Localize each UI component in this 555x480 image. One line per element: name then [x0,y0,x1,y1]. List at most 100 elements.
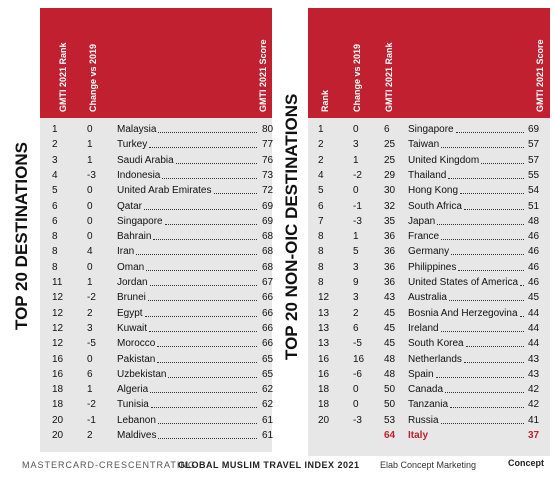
rank: 1 [318,124,324,135]
country: Germany [408,245,526,259]
score: 46 [528,231,540,243]
rank: 12 [52,338,64,350]
column-header: GMTI 2021 Score [535,39,545,112]
change: 1 [87,139,93,151]
rank: 16 [318,353,330,365]
column-header: Change vs 2019 [88,43,98,112]
country-name: Taiwan [408,139,440,151]
score: 43 [528,353,540,365]
rank: 8 [318,277,324,288]
change: 0 [87,185,93,197]
country: Saudi Arabia [117,154,259,168]
country-name: Maldives [117,430,157,441]
leader [136,245,257,256]
country: Egypt [117,307,259,321]
change: 5 [353,246,359,258]
country: South Korea [408,337,526,351]
country-name: Qatar [117,200,143,212]
rank: 12 [52,292,64,304]
score: 73 [262,169,274,181]
change: 9 [353,277,359,288]
country-name: United Arab Emirates [117,185,212,197]
country: Ireland [408,322,526,336]
country-name: Italy [408,430,429,441]
rank: 12 [318,292,330,304]
country-name: United States of America [408,277,519,288]
score: 41 [528,414,540,426]
country: Morocco [117,337,259,351]
rank: 4 [52,169,58,181]
leader [144,200,257,210]
change: -2 [353,169,362,181]
change: 1 [87,384,93,396]
score: 54 [528,185,540,197]
change: 1 [87,154,93,166]
leader [157,337,257,348]
score: 42 [528,399,540,411]
country: Japan [408,215,526,229]
country: United States of America [408,276,526,290]
gmti-rank: 30 [384,185,396,197]
country: Taiwan [408,138,526,152]
side-label: TOP 20 NON-OIC DESTINATIONS [282,93,301,360]
rank: 18 [52,384,64,396]
country: Turkey [117,138,259,152]
score: 46 [528,261,540,273]
country: Hong Kong [408,184,526,198]
rank: 8 [318,231,324,243]
country-name: Lebanon [117,414,156,426]
score: 66 [262,307,274,319]
gmti-rank: 50 [384,399,396,411]
score: 80 [262,124,274,135]
score: 69 [528,124,540,135]
rank: 18 [318,384,330,396]
country-name: Canada [408,384,444,396]
country: Singapore [117,215,259,229]
score: 69 [262,200,274,212]
country: Canada [408,383,526,397]
gmti-rank: 32 [384,200,396,212]
rank: 18 [52,399,64,411]
leader [440,322,524,332]
footer-source: MASTERCARD-CRESCENTRATING [22,460,196,470]
country-name: Kuwait [117,322,148,334]
score: 65 [262,353,274,365]
leader [153,230,257,241]
change: -3 [353,414,362,426]
country: Spain [408,368,526,382]
footer-credit: Elab Concept Marketing [380,460,477,470]
score: 44 [528,338,540,350]
gmti-rank: 48 [384,353,396,365]
score: 69 [262,215,274,227]
score: 62 [262,399,274,411]
column-header: Rank [320,89,330,112]
change: 0 [353,399,359,411]
country: Brunei [117,291,259,305]
score: 44 [528,307,540,319]
country: Jordan [117,276,259,290]
country: Algeria [117,383,259,397]
score: 66 [262,322,274,334]
country-name: Indonesia [117,169,161,181]
rank: 11 [52,277,63,288]
rank: 6 [52,200,58,212]
leader [149,138,257,149]
rank: 16 [52,368,64,380]
country: Malaysia [117,123,259,137]
change: 0 [87,261,93,273]
change: 2 [87,430,93,441]
rank: 7 [318,215,324,227]
leader [150,398,257,409]
change: -3 [353,215,362,227]
rank: 13 [318,322,330,334]
country-name: Japan [408,215,436,227]
country-name: Ireland [408,322,439,334]
country-name: Turkey [117,139,148,151]
change: 2 [353,307,359,319]
change: 0 [353,185,359,197]
score: 57 [528,154,540,166]
change: -1 [87,414,96,426]
rank: 8 [318,261,324,273]
score: 72 [262,185,274,197]
